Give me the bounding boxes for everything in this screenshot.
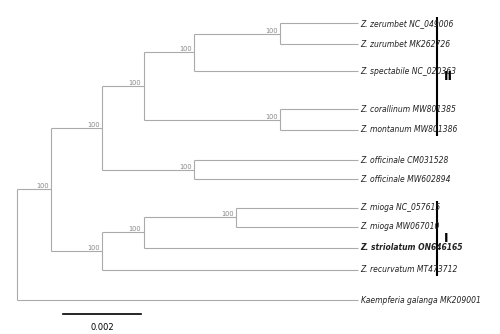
Text: Z. recurvatum MT473712: Z. recurvatum MT473712 <box>360 265 458 274</box>
Text: Z. officinale MW602894: Z. officinale MW602894 <box>360 175 451 184</box>
Text: Z. zerumbet NC_049006: Z. zerumbet NC_049006 <box>360 19 454 28</box>
Text: 0.002: 0.002 <box>90 323 114 332</box>
Text: Z. spectabile NC_020363: Z. spectabile NC_020363 <box>360 66 456 75</box>
Text: Z. corallinum MW801385: Z. corallinum MW801385 <box>360 105 456 114</box>
Text: Z. striolatum ON646165: Z. striolatum ON646165 <box>360 243 463 252</box>
Text: Z. mioga MW067010: Z. mioga MW067010 <box>360 222 440 231</box>
Text: 100: 100 <box>180 164 192 170</box>
Text: 100: 100 <box>265 114 278 120</box>
Text: 100: 100 <box>128 226 141 232</box>
Text: Z. mioga NC_057615: Z. mioga NC_057615 <box>360 203 441 212</box>
Text: 100: 100 <box>87 122 100 128</box>
Text: I: I <box>444 232 448 245</box>
Text: 100: 100 <box>265 28 278 34</box>
Text: Kaempferia galanga MK209001: Kaempferia galanga MK209001 <box>360 296 480 305</box>
Text: Z. montanum MW801386: Z. montanum MW801386 <box>360 126 458 135</box>
Text: II: II <box>444 70 453 83</box>
Text: 100: 100 <box>87 245 100 251</box>
Text: 100: 100 <box>221 211 234 217</box>
Text: 100: 100 <box>128 80 141 86</box>
Text: 100: 100 <box>36 183 49 189</box>
Text: 100: 100 <box>180 46 192 52</box>
Text: Z. zurumbet MK262726: Z. zurumbet MK262726 <box>360 40 451 49</box>
Text: Z. officinale CM031528: Z. officinale CM031528 <box>360 156 449 165</box>
